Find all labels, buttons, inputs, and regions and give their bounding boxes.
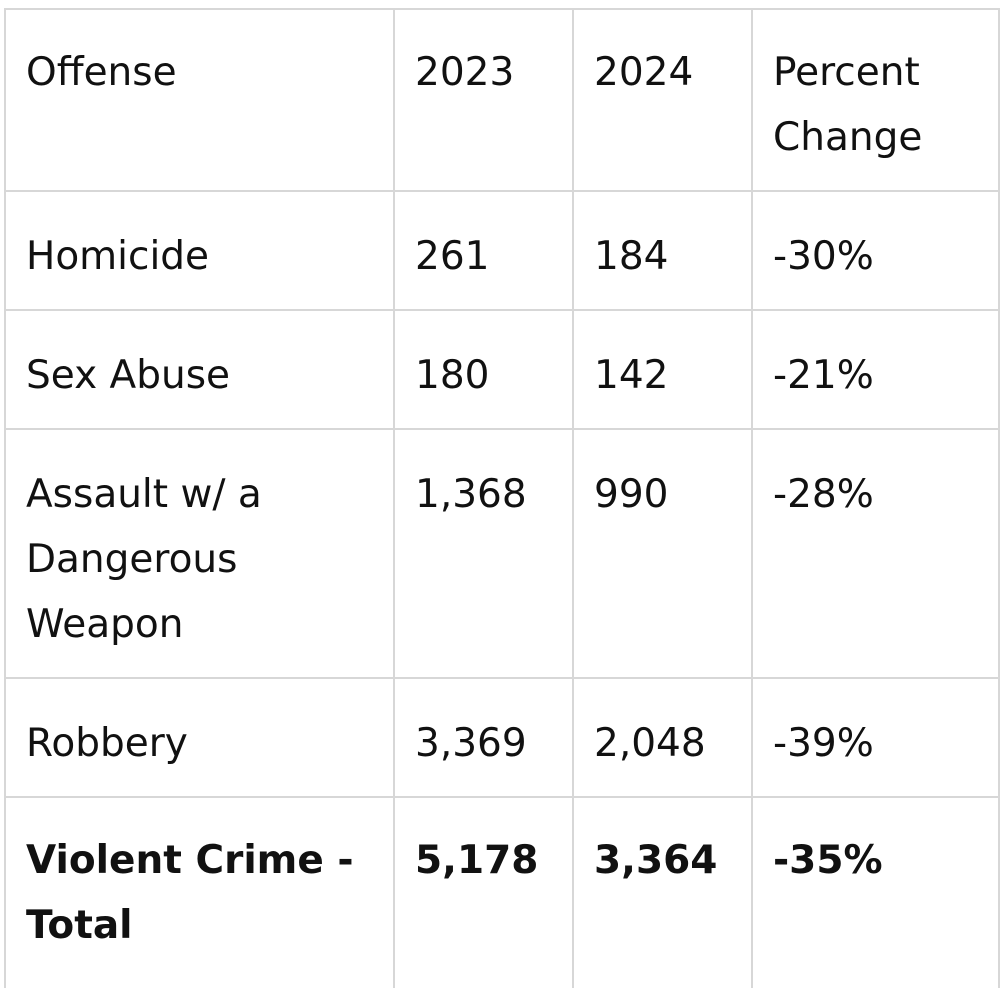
value-2023-cell: 3,369: [393, 677, 574, 798]
table-row: Sex Abuse 180 142 -21%: [4, 309, 1000, 430]
table-header-row: Offense 2023 2024 Percent Change: [4, 8, 1000, 192]
offense-cell: Robbery: [4, 677, 395, 798]
percent-change-cell: -30%: [751, 190, 1000, 311]
percent-change-cell: -39%: [751, 677, 1000, 798]
header-offense: Offense: [4, 8, 395, 192]
value-2023-cell: 180: [393, 309, 574, 430]
table-row: Homicide 261 184 -30%: [4, 190, 1000, 311]
value-2023-cell: 261: [393, 190, 574, 311]
offense-cell: Assault w/ a Dangerous Weapon: [4, 428, 395, 679]
value-2023-cell: 1,368: [393, 428, 574, 679]
value-2024-cell: 142: [572, 309, 753, 430]
offense-cell: Homicide: [4, 190, 395, 311]
value-2024-cell: 2,048: [572, 677, 753, 798]
header-2024: 2024: [572, 8, 753, 192]
value-2023-cell: 5,178: [393, 796, 574, 988]
percent-change-cell: -35%: [751, 796, 1000, 988]
value-2024-cell: 990: [572, 428, 753, 679]
offense-cell: Sex Abuse: [4, 309, 395, 430]
percent-change-cell: -28%: [751, 428, 1000, 679]
offense-cell: Violent Crime - Total: [4, 796, 395, 988]
header-2023: 2023: [393, 8, 574, 192]
crime-statistics-table: Offense 2023 2024 Percent Change Homicid…: [4, 8, 1000, 988]
value-2024-cell: 184: [572, 190, 753, 311]
table-total-row: Violent Crime - Total 5,178 3,364 -35%: [4, 796, 1000, 988]
table-row: Assault w/ a Dangerous Weapon 1,368 990 …: [4, 428, 1000, 679]
value-2024-cell: 3,364: [572, 796, 753, 988]
table-row: Robbery 3,369 2,048 -39%: [4, 677, 1000, 798]
header-percent-change: Percent Change: [751, 8, 1000, 192]
percent-change-cell: -21%: [751, 309, 1000, 430]
